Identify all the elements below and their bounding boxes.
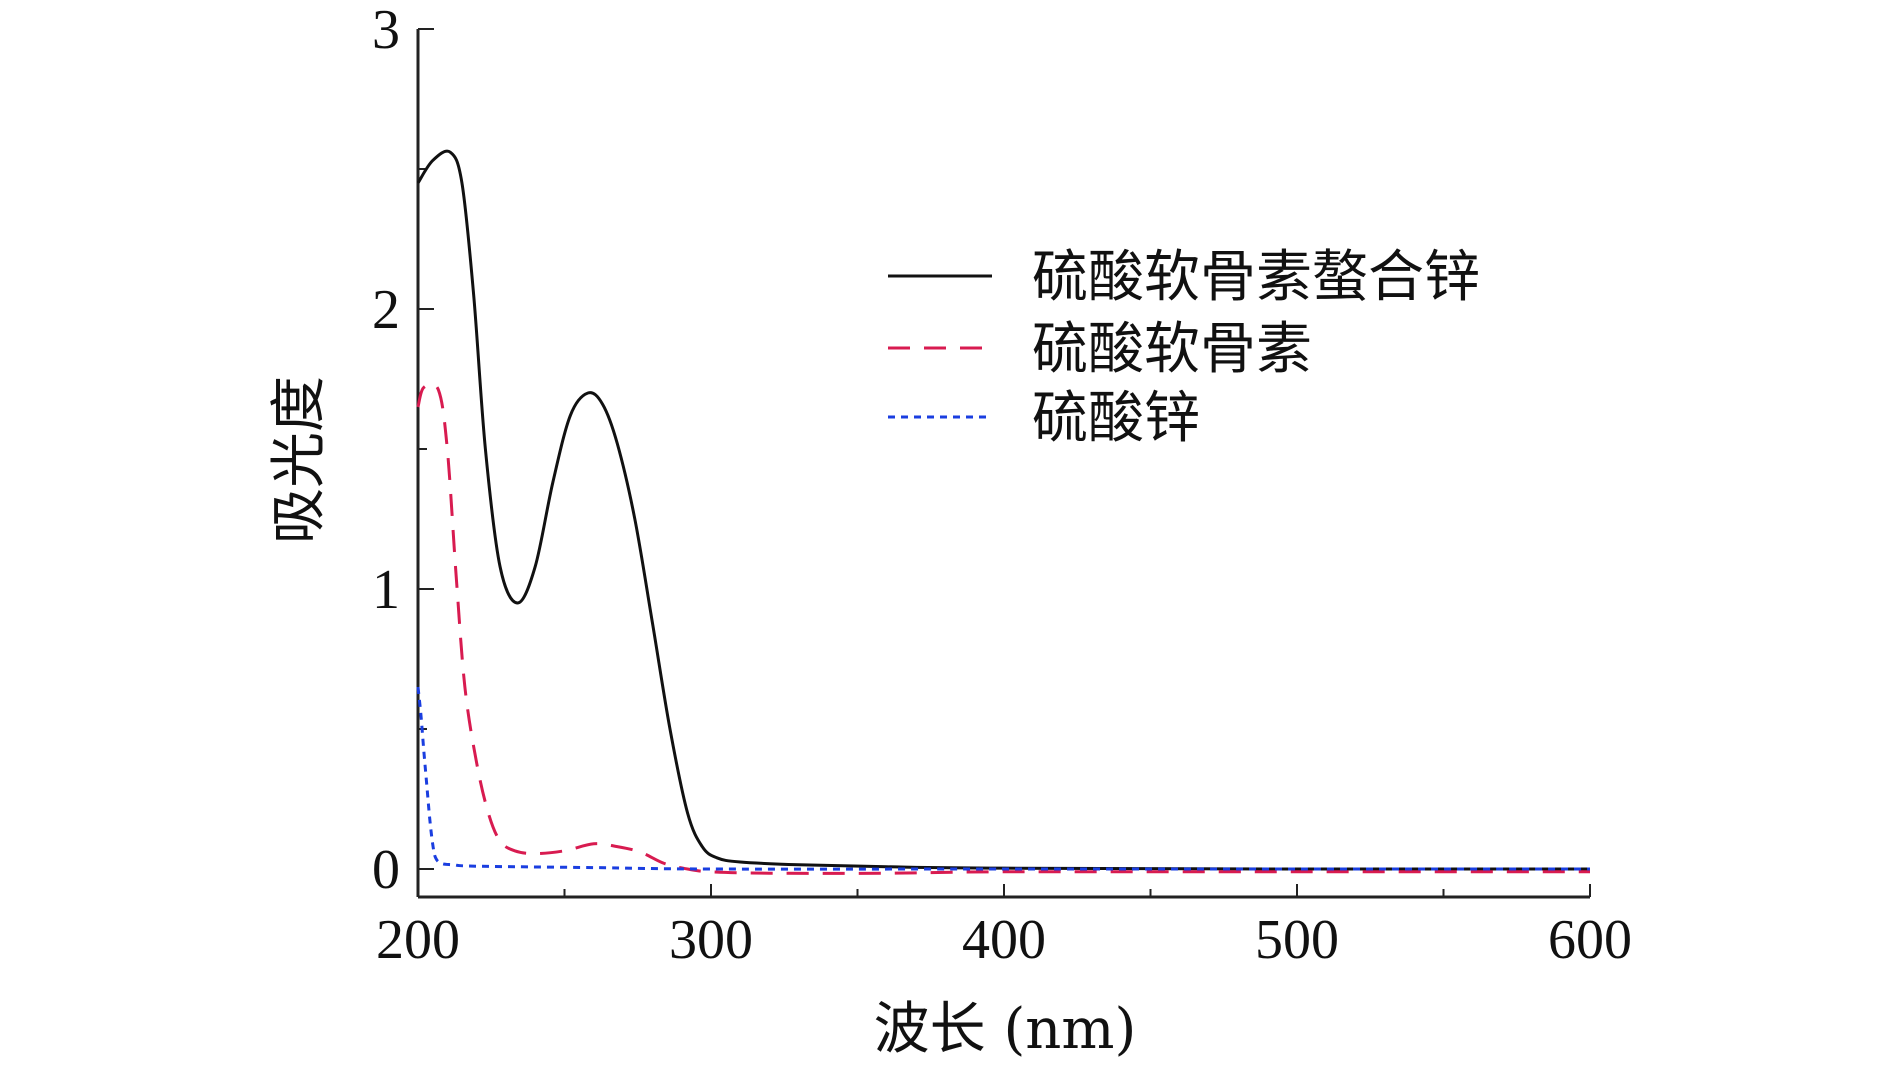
series-group [416,149,1591,875]
axes: 200 300 400 500 600 0 1 2 3 [372,0,1632,971]
series-line-0 [416,149,1591,871]
legend-label-1: 硫酸软骨素 [1032,317,1312,382]
y-tick-label: 3 [372,0,400,61]
x-axis-title: 波长 (nm) [874,997,1137,1062]
legend-label-2: 硫酸锌 [1032,386,1200,451]
x-tick-label: 600 [1548,909,1632,971]
x-tick-label: 400 [962,909,1046,971]
series-line-2 [416,686,1590,871]
legend-label-0: 硫酸软骨素螯合锌 [1032,245,1480,310]
y-axis-title: 吸光度 [267,376,332,544]
x-tick-label: 200 [376,909,460,971]
x-tick-label: 500 [1255,909,1339,971]
y-tick-label: 1 [372,559,400,621]
x-tick-label: 300 [669,909,753,971]
series-line-1 [416,382,1590,875]
y-tick-label: 0 [372,839,400,901]
y-tick-label: 2 [372,279,400,341]
